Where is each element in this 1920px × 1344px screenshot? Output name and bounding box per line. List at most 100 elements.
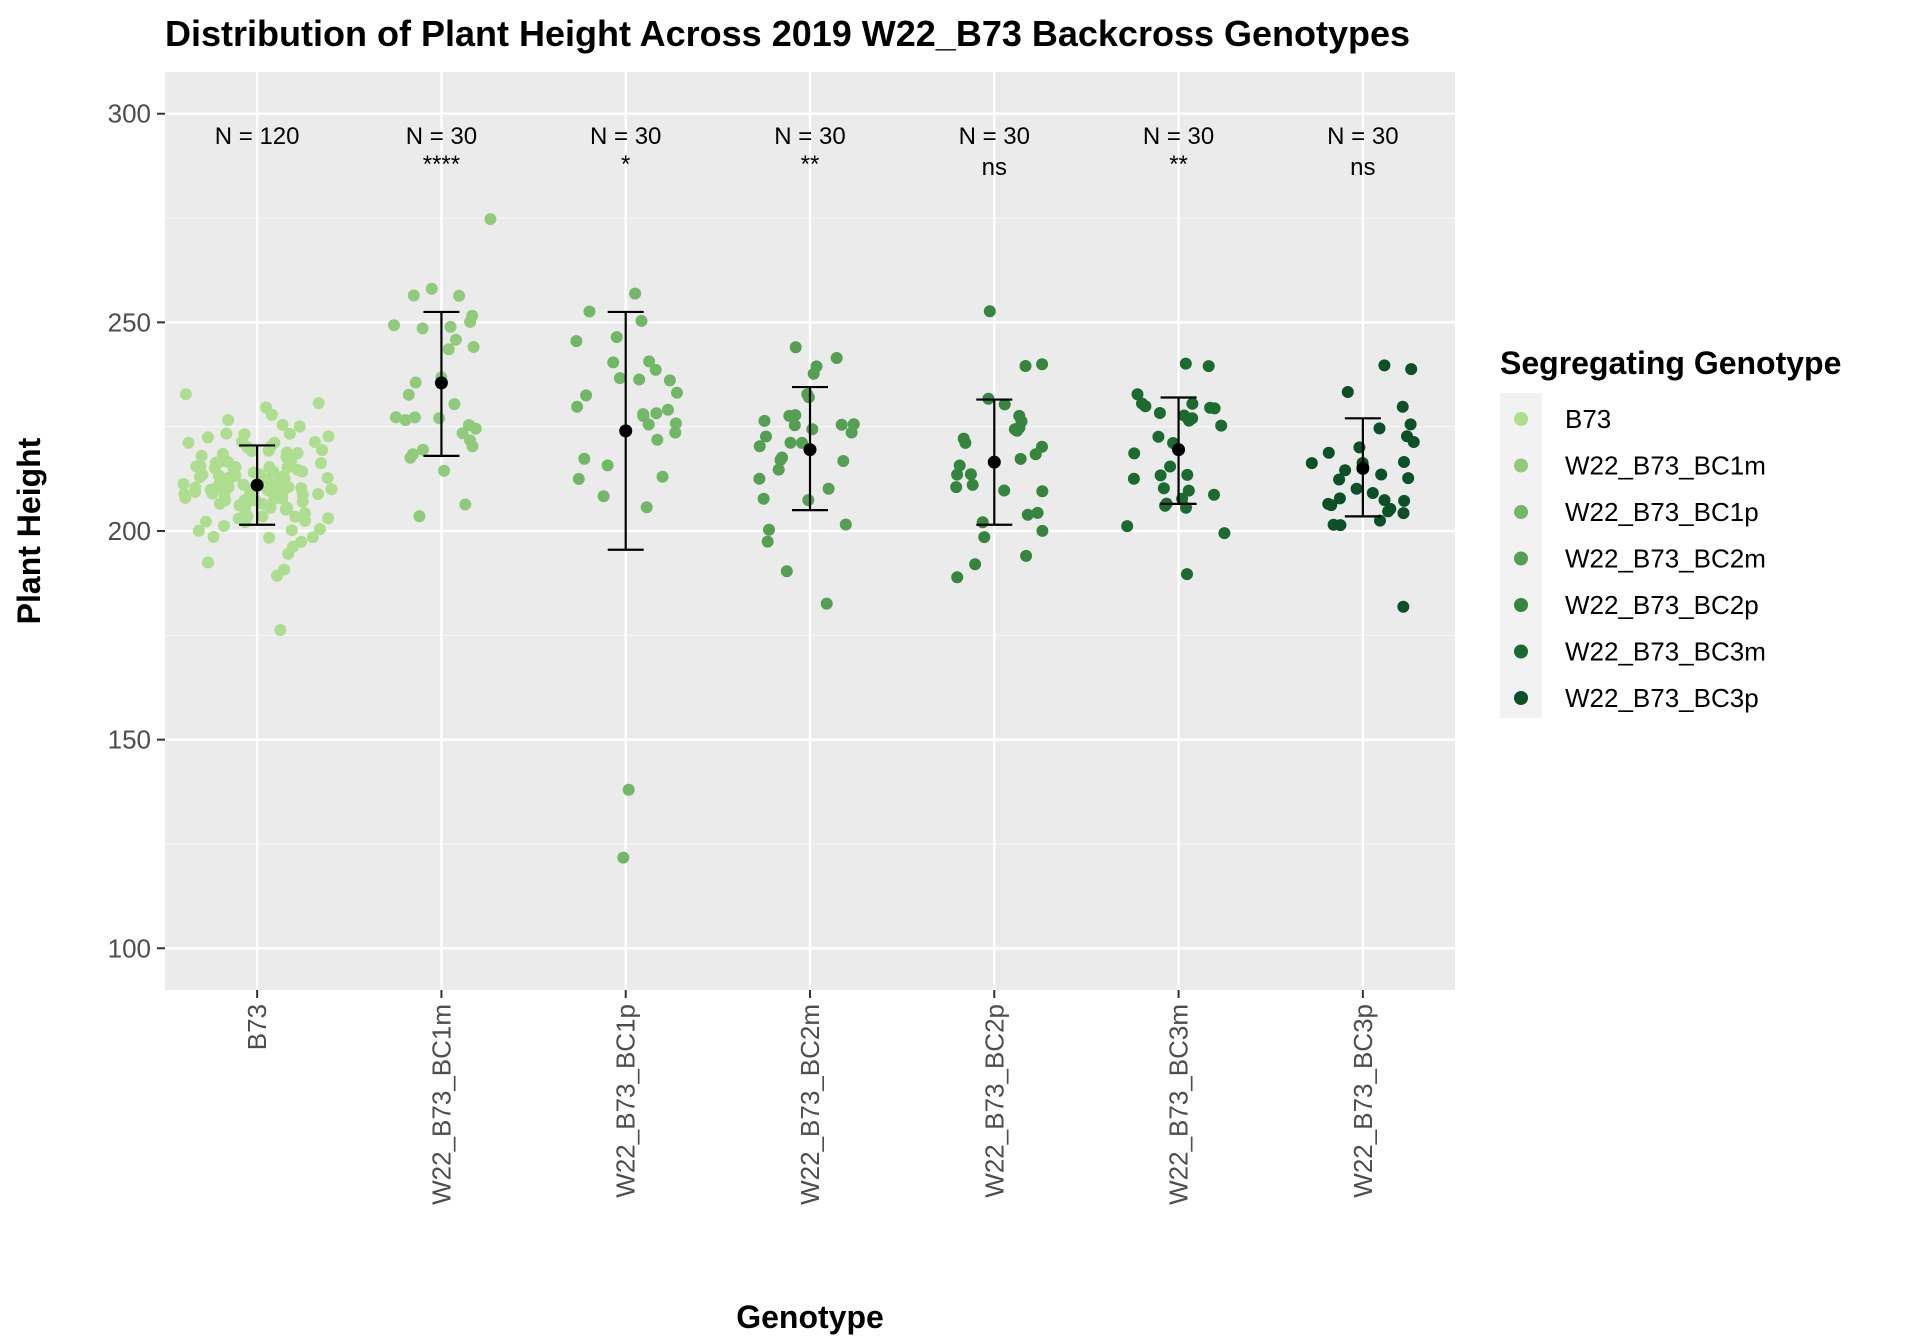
data-point [1405, 363, 1418, 376]
data-point [847, 418, 860, 431]
data-point [1154, 469, 1167, 482]
data-point [409, 376, 422, 389]
data-point [1178, 409, 1191, 422]
legend-title: Segregating Genotype [1500, 345, 1841, 381]
y-tick-label: 100 [108, 933, 151, 963]
legend-key [1514, 691, 1528, 705]
data-point [408, 411, 421, 424]
data-point [772, 463, 785, 476]
data-point [222, 414, 235, 426]
data-point [1127, 472, 1140, 485]
y-axis-title: Plant Height [11, 437, 47, 624]
x-tick-label: W22_B73_BC1p [611, 1004, 641, 1198]
data-point [622, 783, 635, 796]
data-point [761, 535, 774, 548]
data-point [1036, 485, 1049, 498]
data-point [753, 440, 766, 453]
data-point [572, 472, 585, 485]
legend-label: W22_B73_BC1p [1565, 497, 1759, 527]
data-point [663, 374, 676, 387]
data-point [407, 289, 420, 302]
data-point [607, 356, 620, 369]
data-point [274, 624, 287, 636]
data-point [1333, 473, 1346, 486]
data-point [1014, 452, 1027, 465]
legend-label: W22_B73_BC3m [1565, 637, 1766, 667]
n-label: N = 30 [406, 123, 477, 150]
data-point [966, 478, 979, 491]
data-point [651, 433, 664, 446]
legend-label: W22_B73_BC1m [1565, 451, 1766, 481]
data-point [1121, 520, 1134, 533]
data-point [413, 510, 426, 523]
data-point [1378, 494, 1391, 507]
data-point [1181, 468, 1194, 481]
x-tick-label: W22_B73_BC1m [426, 1004, 456, 1205]
data-point [322, 512, 335, 525]
data-point [633, 373, 646, 386]
data-point [617, 851, 630, 864]
data-point [1208, 488, 1220, 501]
data-point [179, 388, 192, 401]
y-tick-label: 150 [108, 725, 151, 755]
data-point [1152, 430, 1165, 443]
data-point [1305, 457, 1318, 470]
data-point [260, 401, 273, 414]
x-tick-label: W22_B73_BC3m [1164, 1004, 1194, 1205]
data-point [1333, 492, 1346, 505]
data-point [571, 400, 584, 413]
data-point [1181, 568, 1193, 581]
n-label: N = 120 [215, 123, 300, 150]
data-point [1366, 487, 1379, 499]
data-point [1384, 502, 1397, 515]
data-point [1179, 357, 1192, 370]
legend-key [1514, 458, 1528, 473]
significance-label: ** [1169, 151, 1188, 178]
data-point [578, 452, 591, 465]
data-point [189, 481, 202, 494]
data-point [969, 558, 982, 571]
data-point [289, 510, 302, 523]
data-point [459, 498, 472, 511]
legend-key [1514, 551, 1528, 566]
n-label: N = 30 [959, 123, 1030, 150]
mean-point [1172, 443, 1186, 457]
data-point [1341, 386, 1354, 398]
group-annotations: N = 120 N = 30****N = 30*N = 30**N = 30ns… [215, 123, 1399, 181]
data-point [780, 565, 793, 578]
y-tick-label: 250 [108, 307, 151, 337]
data-point [1350, 482, 1363, 495]
data-point [951, 571, 964, 584]
data-point [669, 417, 682, 430]
data-point [806, 423, 819, 436]
data-point [1334, 519, 1347, 532]
data-point [406, 448, 419, 461]
data-point [1031, 506, 1044, 519]
data-point [784, 436, 797, 449]
mean-point [987, 455, 1001, 469]
data-point [640, 501, 653, 514]
data-point [207, 530, 220, 543]
data-point [635, 314, 648, 327]
data-point [389, 411, 402, 424]
data-point [263, 461, 276, 474]
data-point [433, 412, 446, 425]
x-axis: B73 W22_B73_BC1m W22_B73_BC1p W22_B73_BC2m W… [242, 990, 1378, 1205]
data-point [758, 414, 771, 427]
data-point [597, 490, 610, 503]
data-point [830, 352, 843, 364]
data-point [629, 287, 642, 300]
data-point [438, 464, 451, 477]
data-point [402, 388, 415, 401]
data-point [314, 523, 326, 536]
data-point [238, 428, 251, 441]
significance-label: * [621, 151, 630, 178]
data-point [1036, 440, 1048, 453]
data-point [201, 431, 214, 444]
data-point [316, 444, 329, 457]
data-point [1325, 499, 1338, 512]
data-point [417, 443, 429, 456]
y-tick-label: 200 [108, 516, 151, 546]
data-point [195, 449, 208, 462]
x-tick-label: B73 [242, 1004, 272, 1050]
